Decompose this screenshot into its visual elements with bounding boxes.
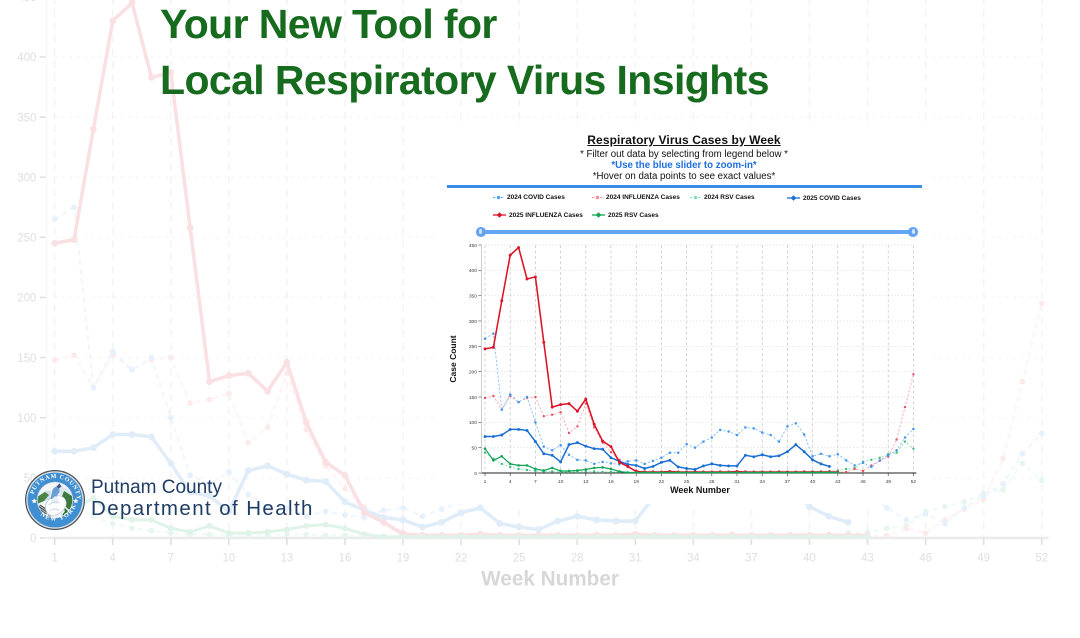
svg-text:Week Number: Week Number xyxy=(481,567,619,590)
svg-text:100: 100 xyxy=(469,420,477,426)
svg-text:19: 19 xyxy=(397,553,410,565)
svg-text:200: 200 xyxy=(469,369,477,375)
svg-text:46: 46 xyxy=(920,553,933,565)
svg-text:13: 13 xyxy=(583,479,589,485)
svg-text:16: 16 xyxy=(339,553,352,565)
svg-text:49: 49 xyxy=(885,479,891,485)
svg-text:37: 37 xyxy=(745,553,758,565)
svg-text:300: 300 xyxy=(469,319,477,325)
svg-text:100: 100 xyxy=(18,413,37,425)
svg-text:450: 450 xyxy=(18,0,37,4)
svg-text:52: 52 xyxy=(911,479,917,485)
svg-text:22: 22 xyxy=(455,553,468,565)
svg-text:50: 50 xyxy=(472,445,478,451)
svg-text:13: 13 xyxy=(281,553,294,565)
svg-text:34: 34 xyxy=(759,479,765,485)
svg-text:52: 52 xyxy=(1036,553,1049,565)
svg-text:31: 31 xyxy=(629,553,642,565)
svg-text:28: 28 xyxy=(709,479,715,485)
svg-text:150: 150 xyxy=(18,353,37,365)
svg-text:28: 28 xyxy=(571,553,584,565)
svg-text:43: 43 xyxy=(835,479,841,485)
svg-text:250: 250 xyxy=(18,233,37,245)
svg-text:10: 10 xyxy=(558,479,564,485)
svg-text:7: 7 xyxy=(534,479,537,485)
svg-text:25: 25 xyxy=(684,479,690,485)
svg-text:34: 34 xyxy=(687,553,700,565)
svg-text:25: 25 xyxy=(513,553,526,565)
svg-text:1: 1 xyxy=(52,553,58,565)
svg-text:4: 4 xyxy=(110,553,117,565)
svg-text:22: 22 xyxy=(659,479,665,485)
svg-text:350: 350 xyxy=(469,293,477,299)
svg-text:0: 0 xyxy=(474,471,477,477)
svg-text:16: 16 xyxy=(608,479,614,485)
svg-text:150: 150 xyxy=(469,395,477,401)
svg-text:49: 49 xyxy=(978,553,991,565)
svg-text:250: 250 xyxy=(469,344,477,350)
svg-text:Case Count: Case Count xyxy=(448,335,458,382)
svg-text:7: 7 xyxy=(168,553,174,565)
svg-text:400: 400 xyxy=(18,52,37,64)
svg-text:43: 43 xyxy=(862,553,875,565)
svg-text:46: 46 xyxy=(860,479,866,485)
svg-text:0: 0 xyxy=(30,533,36,545)
svg-text:10: 10 xyxy=(223,553,236,565)
svg-text:1: 1 xyxy=(484,479,487,485)
svg-text:40: 40 xyxy=(804,553,817,565)
svg-text:37: 37 xyxy=(785,479,791,485)
svg-text:350: 350 xyxy=(18,112,37,124)
svg-text:300: 300 xyxy=(18,172,37,184)
svg-text:450: 450 xyxy=(469,243,477,249)
svg-text:31: 31 xyxy=(734,479,740,485)
svg-text:400: 400 xyxy=(469,268,477,274)
svg-text:4: 4 xyxy=(509,479,512,485)
svg-text:19: 19 xyxy=(633,479,639,485)
svg-text:Week Number: Week Number xyxy=(670,485,730,495)
svg-text:40: 40 xyxy=(810,479,816,485)
svg-text:200: 200 xyxy=(18,293,37,305)
